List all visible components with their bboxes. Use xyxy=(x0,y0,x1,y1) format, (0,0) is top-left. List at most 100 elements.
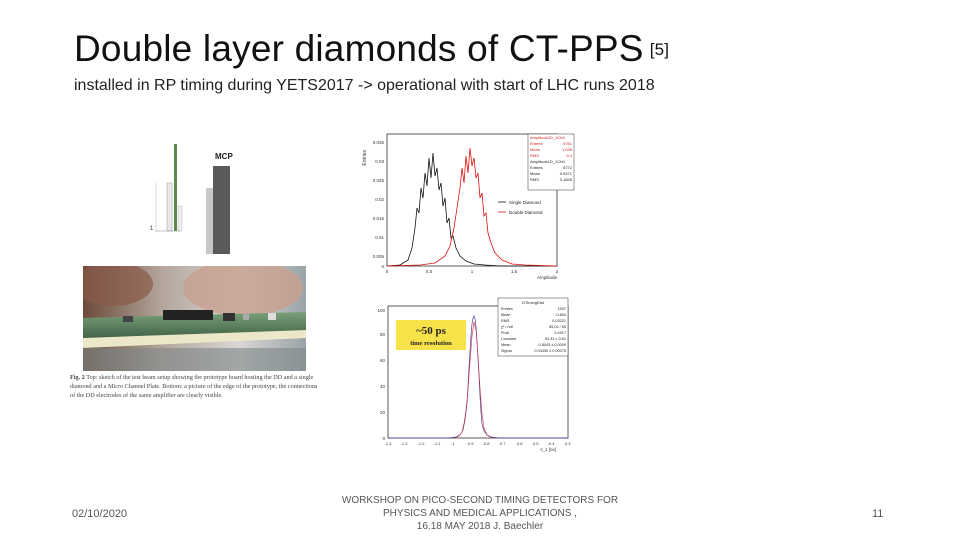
timing-xtick: -1.1 xyxy=(434,441,442,446)
photo-caption: Fig. 2 Top: sketch of the test beam setu… xyxy=(70,374,322,400)
timing-xticks: -1.4 -1.3 -1.2 -1.1 -1 -0.9 -0.8 -0.7 -0… xyxy=(385,441,572,446)
photo-finger xyxy=(83,266,153,306)
sketch-label-mcp: MCP xyxy=(215,152,233,161)
amplitude-xtick: 0.5 xyxy=(426,269,433,274)
timing-stats-key: Mean xyxy=(501,343,511,347)
amplitude-stats-frame xyxy=(527,133,575,191)
timing-ytick: 80 xyxy=(380,332,386,337)
amplitude-ytick: 0.035 xyxy=(373,140,385,145)
timing-stats-key: Constant xyxy=(501,337,517,341)
sketch-mcp-frame xyxy=(206,188,213,254)
timing-ytick: 60 xyxy=(380,358,386,363)
slide-title-text: Double layer diamonds of CT-PPS xyxy=(74,28,644,69)
timing-xtick: -0.5 xyxy=(532,441,540,446)
photo-chip xyxy=(163,310,213,320)
slide-title-ref: [5] xyxy=(649,40,670,59)
timing-xtick: -1.3 xyxy=(401,441,409,446)
timing-stats-val: -0.8043 ± 0.0009 xyxy=(537,343,566,347)
amplitude-ytick: 0.03 xyxy=(375,159,384,164)
footer-page-number: 11 xyxy=(872,508,884,520)
timing-plot: 100 80 60 40 20 0 -1.4 -1.3 -1.2 -1.1 -1… xyxy=(364,296,574,456)
amplitude-stats-red-title: Amplitude2D_1Ch0 xyxy=(530,135,565,140)
amplitude-stats-black-key: Entries xyxy=(530,165,542,170)
timing-stats-val: 1537 xyxy=(558,307,566,311)
photo-component-1 xyxy=(223,313,235,321)
amplitude-stats-red-key: Mean xyxy=(530,147,540,152)
timing-stats-val: -0.804 xyxy=(555,313,566,317)
sketch-mcp-body xyxy=(213,166,230,254)
timing-stats-box: DTimingDist Entries 1537 Mean -0.804 RMS… xyxy=(497,297,569,357)
timing-stats-title: DTimingDist xyxy=(522,300,545,305)
timing-stats-key: RMS xyxy=(501,319,510,323)
amplitude-stats-red-key: RMS xyxy=(530,153,539,158)
amplitude-ytick: 0.015 xyxy=(373,216,385,221)
prototype-photo xyxy=(83,266,306,371)
timing-gauss-fit xyxy=(453,321,493,439)
timing-plot-frame xyxy=(387,305,569,439)
amplitude-stats-black-key: RMS xyxy=(530,177,539,182)
amplitude-xticks: 0 0.5 1 1.5 2 xyxy=(386,269,559,274)
amplitude-stats-black-val: 0.5471 xyxy=(560,171,573,176)
timing-xtick: -0.4 xyxy=(548,441,556,446)
timing-ytick: 40 xyxy=(380,384,386,389)
timing-xtick: -0.6 xyxy=(516,441,524,446)
timing-xtick: -1.2 xyxy=(418,441,426,446)
amplitude-stats-black-title: Amplitude1D_1Ch0 xyxy=(530,159,565,164)
amplitude-xtick: 2 xyxy=(556,269,559,274)
timing-annotation-small: time resolution xyxy=(410,340,452,347)
amplitude-ylabel: Entries xyxy=(362,150,368,166)
photo-hand xyxy=(183,266,303,316)
photo-board-edge xyxy=(83,330,306,348)
timing-xtick: -0.8 xyxy=(483,441,491,446)
photo-lower-shadow xyxy=(83,348,306,371)
photo-component-2 xyxy=(243,314,249,320)
timing-histogram xyxy=(388,315,568,439)
amplitude-yticks: 0.035 0.03 0.025 0.02 0.015 0.01 0.005 0 xyxy=(373,140,385,269)
timing-xtick: -0.7 xyxy=(499,441,507,446)
slide-subtitle: installed in RP timing during YETS2017 -… xyxy=(74,77,655,94)
amplitude-xlabel: Amplitude xyxy=(537,275,558,280)
footer-workshop-line: 16.18 MAY 2018 J. Baechler xyxy=(416,521,544,532)
timing-stats-val: 0.4917 xyxy=(554,331,566,335)
timing-stats-val: 85.02 / 69 xyxy=(549,325,566,329)
timing-xtick: -1 xyxy=(451,441,455,446)
timing-ytick: 20 xyxy=(380,410,386,415)
photo-component-4 xyxy=(268,313,276,320)
amplitude-stats-black-val: 6772 xyxy=(563,165,573,170)
timing-stats-frame xyxy=(497,297,569,357)
sketch-dd-board xyxy=(166,182,173,232)
photo-component-3 xyxy=(123,316,133,322)
legend-single-label: Single Diamond xyxy=(509,200,541,205)
timing-annotation-big: ~50 ps xyxy=(416,325,447,337)
sketch-label-left: 1 xyxy=(150,226,154,232)
sketch-dd-strip xyxy=(174,144,177,231)
amplitude-ytick: 0.02 xyxy=(375,197,384,202)
footer-workshop-line: WORKSHOP ON PICO-SECOND TIMING DETECTORS… xyxy=(341,495,619,506)
timing-stats-key: Prob xyxy=(501,331,509,335)
timing-xtick: -0.9 xyxy=(467,441,475,446)
timing-ytick: 100 xyxy=(377,308,385,313)
timing-yticks: 100 80 60 40 20 0 xyxy=(377,308,385,441)
timing-stats-key: Sigma xyxy=(501,349,513,353)
amplitude-ytick: 0.025 xyxy=(373,178,385,183)
timing-xlabel: -t_1 [ns] xyxy=(540,447,556,452)
timing-stats-val: 0.03439 ± 0.00075 xyxy=(534,349,566,353)
amplitude-ytick: 0.01 xyxy=(375,235,384,240)
amplitude-xtick: 1 xyxy=(471,269,474,274)
sketch-single-board xyxy=(177,205,183,232)
amplitude-legend: Single Diamond Double Diamond xyxy=(498,200,543,215)
timing-xtick: -0.3 xyxy=(564,441,572,446)
amplitude-stats-black-key: Mean xyxy=(530,171,540,176)
setup-sketch: MCP 1 xyxy=(140,138,240,260)
timing-stats-key: χ² / ndf xyxy=(501,325,514,329)
amplitude-stats-box: Amplitude2D_1Ch0 Entries 5751 Mean 1.028… xyxy=(527,133,575,191)
amplitude-ytick: 0 xyxy=(381,264,384,269)
footer-workshop: WORKSHOP ON PICO-SECOND TIMING DETECTORS… xyxy=(330,494,630,533)
amplitude-stats-red-val: 1.028 xyxy=(562,147,573,152)
timing-annotation: ~50 ps time resolution xyxy=(396,320,466,350)
timing-stats-key: Mean xyxy=(501,313,511,317)
amplitude-stats-red-val: 5751 xyxy=(563,141,573,146)
legend-double-label: Double Diamond xyxy=(509,210,543,215)
amplitude-single-diamond-curve xyxy=(386,152,557,267)
amplitude-stats-red-val: 0.4 xyxy=(566,153,572,158)
